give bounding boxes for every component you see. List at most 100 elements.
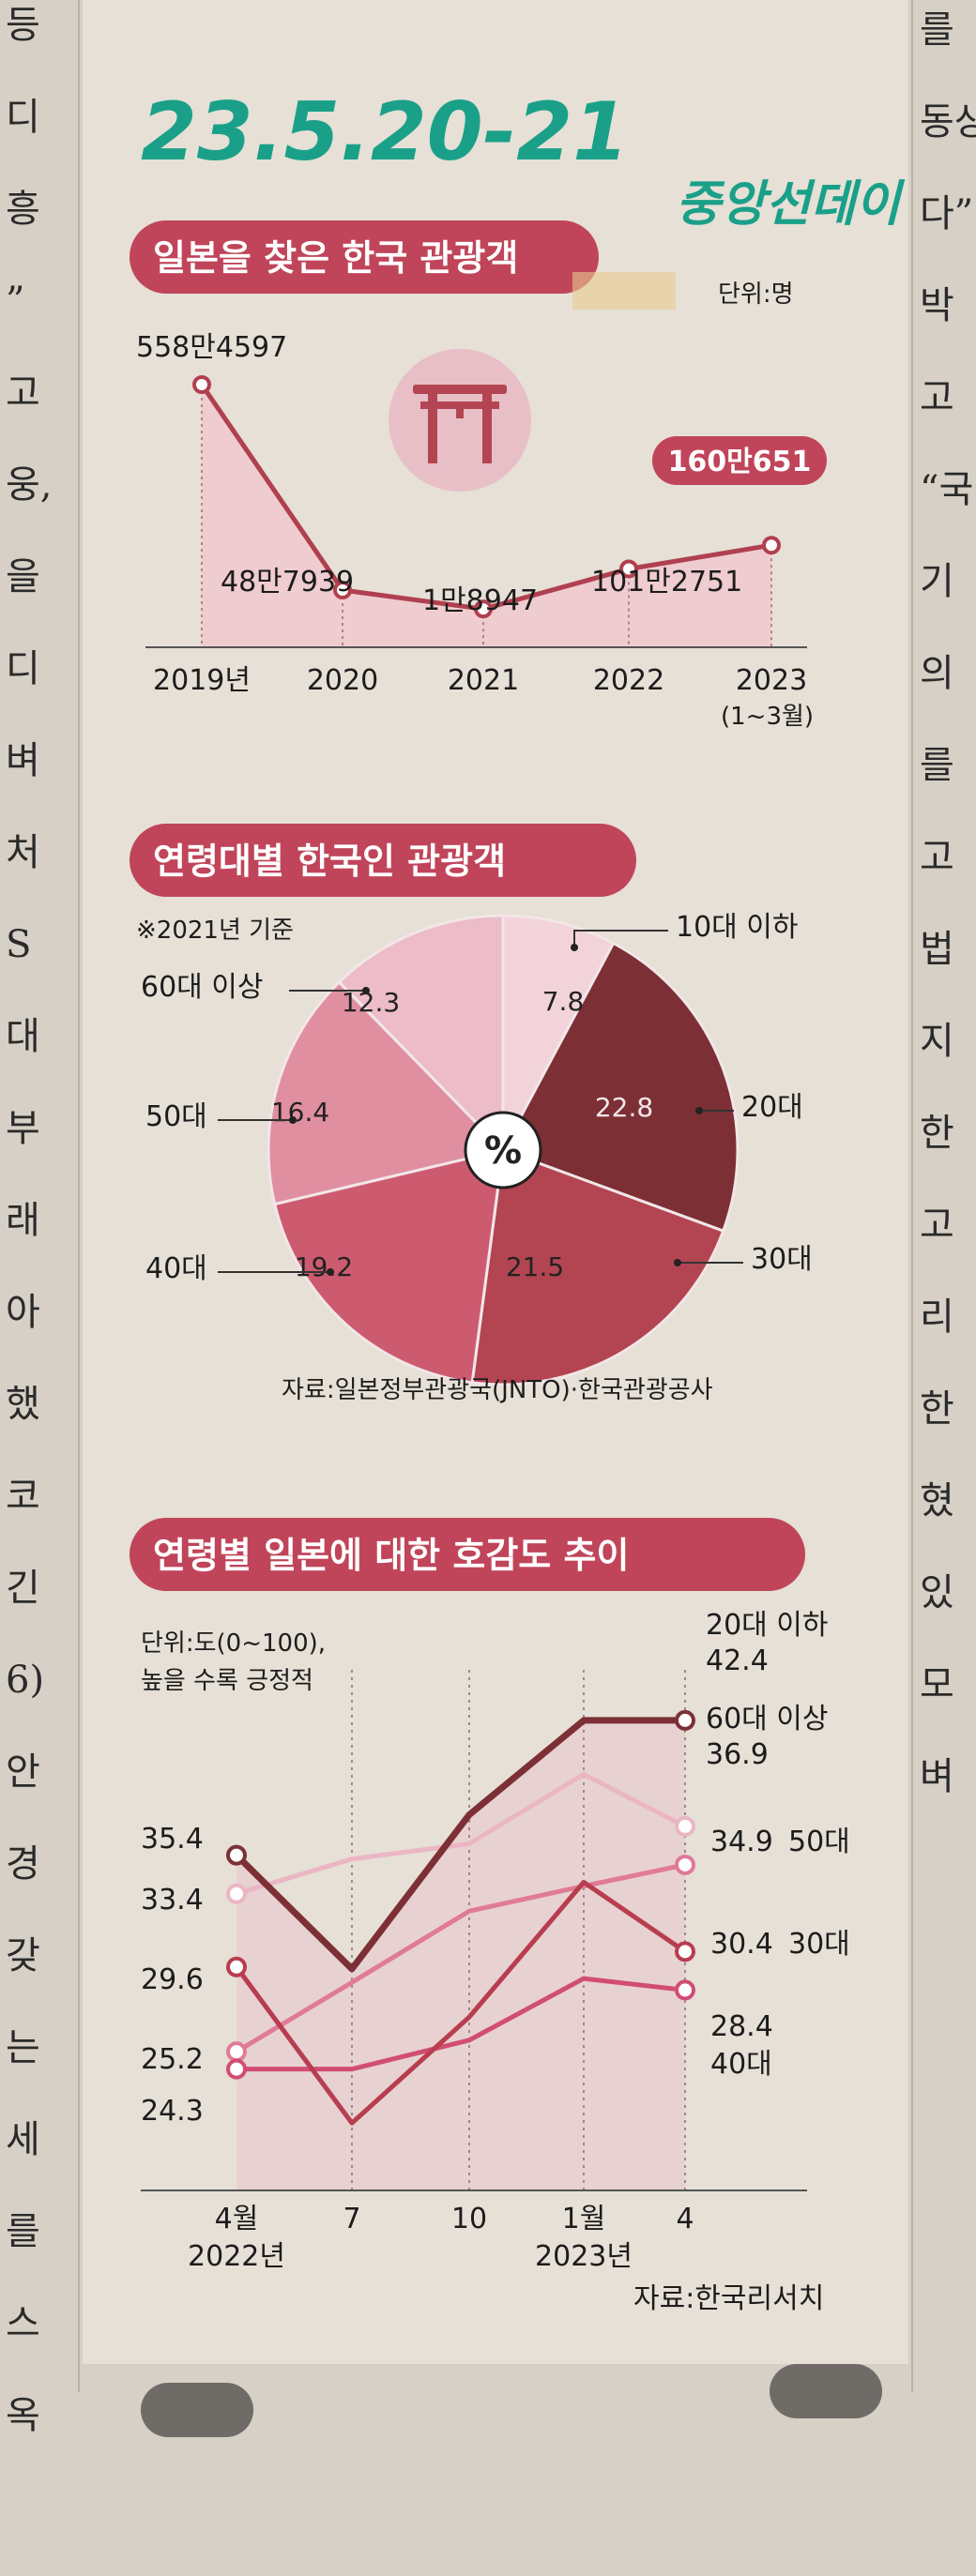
series-name-label: 30대 (788, 1928, 850, 1961)
series-start-label: 29.6 (141, 1963, 204, 1996)
side-text-right-char: 다” (920, 192, 973, 235)
side-text-right-char: 박 (920, 284, 954, 327)
visitors-x-tick-label: 2020 (307, 664, 378, 697)
pie-slice (501, 914, 616, 1151)
series-line (234, 1717, 685, 1973)
side-text-left-char: 옥 (6, 2394, 40, 2437)
visitors-value-label: 160만651 (668, 446, 812, 478)
favorability-x-year-label: 2023년 (535, 2240, 633, 2273)
side-text-left-char: 아 (6, 1291, 40, 1334)
percent-badge: % (464, 1111, 542, 1190)
side-text-right-char: 법 (920, 928, 954, 971)
pie-value-label: 12.3 (342, 987, 400, 1018)
favorability-x-tick-label: 4월 (215, 2203, 259, 2235)
chart2-source: 자료:일본정부관광국(JNTO)·한국관광공사 (282, 1376, 713, 1404)
pie-slice (272, 1148, 505, 1385)
visitors-x-tick-label: 2021 (448, 664, 519, 697)
favorability-x-tick-label: 7 (343, 2203, 360, 2235)
chart1-title: 일본을 찾은 한국 관광객 (153, 237, 518, 279)
side-text-left-char: 처 (6, 831, 40, 874)
series-start-label: 25.2 (141, 2043, 204, 2076)
side-text-right-char: 고 (920, 836, 954, 879)
side-text-left-char: 을 (6, 555, 40, 599)
favorability-x-tick-label: 4 (676, 2203, 694, 2235)
handwritten-date: 23.5.20-21 (141, 85, 629, 179)
side-text-left-char: 세 (6, 2118, 40, 2161)
visitors-x-tick-label: 2019년 (153, 664, 251, 697)
side-text-right-char: 동상 (920, 100, 976, 144)
chart1-title-pill (130, 220, 599, 294)
visitors-point (192, 375, 211, 394)
side-text-right-char: 한 (920, 1112, 954, 1155)
side-text-right-char: 고 (920, 1204, 954, 1247)
pie-category-label: 10대 이하 (676, 911, 799, 944)
side-text-right-char: 의 (920, 652, 954, 695)
side-text-left-char: 안 (6, 1750, 40, 1794)
chart3-source: 자료:한국리서치 (633, 2282, 824, 2315)
series-endpoint (675, 1709, 695, 1731)
pie-category-label: 40대 (145, 1252, 207, 1285)
visitors-point (762, 536, 781, 555)
torii-gate-icon (389, 349, 531, 492)
series-end-value: 36.9 (706, 1738, 769, 1771)
side-text-left-char: S (6, 923, 31, 966)
side-text-left-char: 웅, (6, 463, 53, 507)
pie-leader-dot (695, 1107, 703, 1114)
series-end-value: 42.4 (706, 1644, 769, 1677)
visitors-value-label: 48만7939 (221, 566, 354, 599)
series-end-value: 28.4 (710, 2010, 773, 2043)
chart2-title: 연령대별 한국인 관광객 (153, 841, 506, 882)
series-endpoint (675, 1941, 695, 1962)
side-text-left-char: 했 (6, 1383, 40, 1426)
side-text-left-char: 고 (6, 371, 40, 415)
tape-mark (572, 272, 676, 310)
series-endpoint (675, 1854, 695, 1875)
side-text-left-char: 등 (6, 4, 40, 47)
series-endpoint (226, 2058, 247, 2080)
side-text-right-char: 모 (920, 1663, 954, 1706)
side-text-left-char: 흥 (6, 188, 40, 231)
visitors-area-fill (202, 385, 771, 647)
visitors-point (619, 559, 638, 579)
chart-favorability: 연령별 일본에 대한 호감도 추이 단위:도(0~100), 높을 수록 긍정적… (130, 1518, 850, 2315)
side-text-right-char: 리 (920, 1296, 954, 1339)
series-name-label: 60대 이상 (706, 1703, 829, 1735)
side-text-left-char: 벼 (6, 739, 40, 782)
series-end-value: 30.4 (710, 1928, 773, 1961)
favorability-x-tick-label: 1월 (562, 2203, 606, 2235)
side-text-left-char: 를 (6, 2210, 40, 2253)
series-endpoint (675, 1815, 695, 1837)
side-text-left-char: 디 (6, 647, 40, 690)
side-text-left-char: 스 (6, 2302, 40, 2345)
series-endpoint (226, 1883, 247, 1904)
side-text-left-char: 래 (6, 1199, 40, 1242)
chart2-title-pill (130, 824, 636, 897)
chart1-category-note: (1~3월) (721, 703, 814, 731)
side-text-right-char: 를 (920, 744, 954, 787)
pie-leader-dot (362, 987, 370, 994)
pie-leader-dot (289, 1116, 297, 1124)
series-endpoint (226, 2041, 247, 2063)
side-text-left-char: 는 (6, 2026, 40, 2069)
visitors-value-label: 101만2751 (591, 566, 742, 599)
series-endpoint (675, 1979, 695, 2001)
chart3-title: 연령별 일본에 대한 호감도 추이 (153, 1535, 629, 1576)
pie-leader-dot (327, 1268, 334, 1276)
side-text-right-char: 를 (920, 8, 954, 52)
side-text-left-char: 대 (6, 1015, 40, 1058)
series-name-label: 40대 (710, 2048, 772, 2081)
chart2-pie (267, 914, 740, 1386)
pie-category-label: 20대 (741, 1091, 803, 1124)
side-text-right-char: 지 (920, 1020, 954, 1063)
series-name-label: 20대 이하 (706, 1609, 829, 1642)
visitors-x-tick-label: 2022 (593, 664, 664, 697)
series-start-label: 24.3 (141, 2095, 204, 2128)
pie-leader-dot (571, 944, 578, 951)
highlight-value-pill (652, 436, 827, 485)
pie-slice (267, 979, 506, 1206)
favorability-area-fill (236, 1720, 685, 2190)
side-text-right-char: 한 (920, 1387, 954, 1431)
